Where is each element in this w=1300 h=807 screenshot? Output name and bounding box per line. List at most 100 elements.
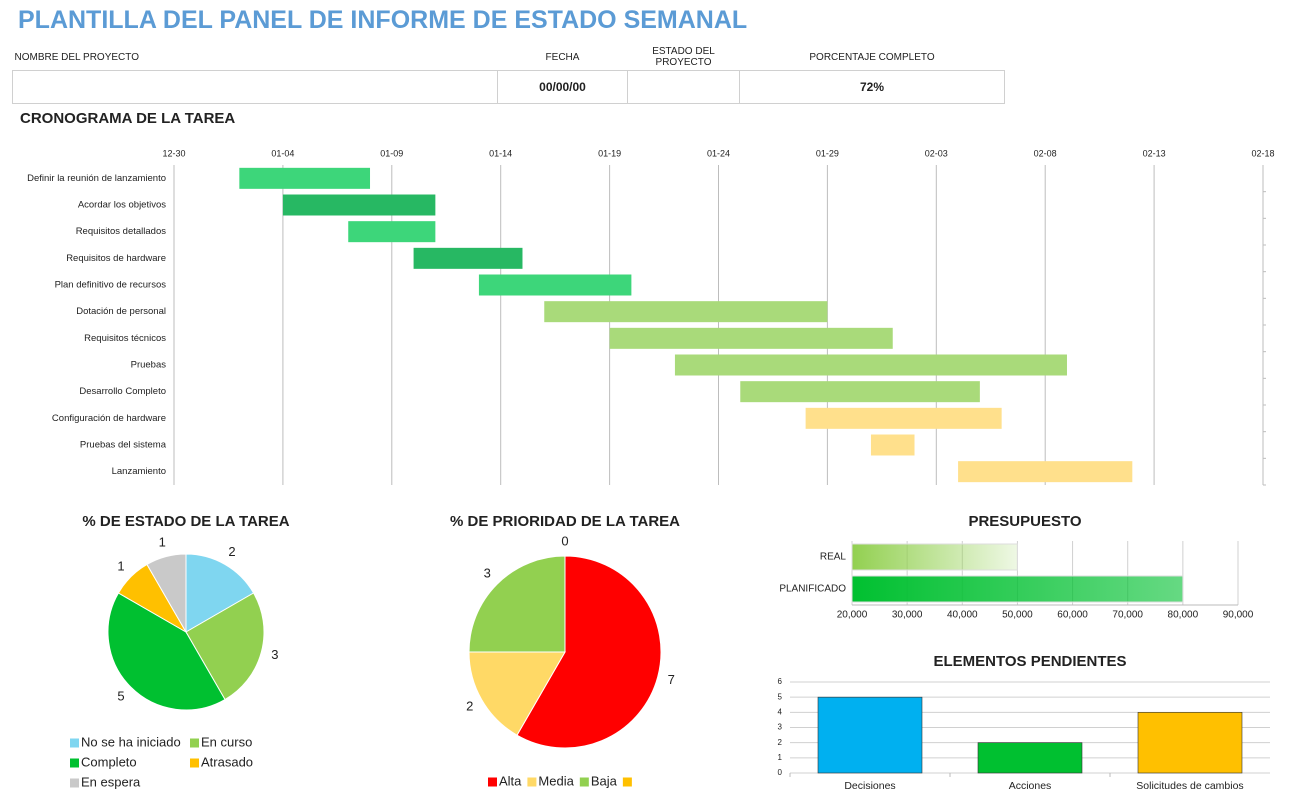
x-tick-label: Solicitudes de cambios xyxy=(1136,780,1243,792)
pie-slice xyxy=(185,592,265,701)
task-label: Requisitos detallados xyxy=(76,226,167,237)
bar xyxy=(1137,712,1243,774)
legend-swatch xyxy=(488,777,497,787)
y-tick-label: 0 xyxy=(778,768,783,777)
bar xyxy=(851,543,1018,571)
task-bar xyxy=(478,274,632,296)
chart-title: CRONOGRAMA DE LA TAREA xyxy=(20,110,235,127)
task-bar xyxy=(282,194,436,216)
x-tick-label: 80,000 xyxy=(1168,610,1199,621)
x-tick-label: Acciones xyxy=(1009,780,1052,792)
task-bar xyxy=(740,381,980,403)
legend-swatch xyxy=(70,778,79,788)
x-tick-label: 60,000 xyxy=(1057,610,1088,621)
category-label: REAL xyxy=(820,552,847,563)
task-label: Pruebas xyxy=(131,360,167,371)
bar xyxy=(977,742,1083,774)
project-info: NOMBRE DEL PROYECTO FECHA ESTADO DEL PRO… xyxy=(12,44,1005,104)
bar xyxy=(817,696,923,774)
pie-slice xyxy=(107,592,226,711)
x-tick-label: 01-24 xyxy=(707,148,730,158)
y-tick-label: 1 xyxy=(778,753,783,762)
x-tick-label: 02-08 xyxy=(1034,148,1057,158)
legend-swatch xyxy=(70,758,79,768)
x-tick-label: 01-19 xyxy=(598,148,621,158)
task-label: Configuración de hardware xyxy=(52,413,166,424)
y-tick-label: 6 xyxy=(778,677,783,686)
x-tick-label: 02-18 xyxy=(1251,148,1274,158)
x-tick-label: 01-29 xyxy=(816,148,839,158)
chart-title: ELEMENTOS PENDIENTES xyxy=(933,653,1126,670)
data-label: 3 xyxy=(271,647,278,662)
task-label: Requisitos técnicos xyxy=(84,333,166,344)
data-label: 2 xyxy=(466,698,473,713)
task-bar xyxy=(348,221,436,243)
task-label: Acordar los objetivos xyxy=(78,200,166,211)
cell xyxy=(627,70,740,104)
legend-swatch xyxy=(190,758,199,768)
column-header: ESTADO DEL PROYECTO xyxy=(652,46,715,68)
page-title: PLANTILLA DEL PANEL DE INFORME DE ESTADO… xyxy=(18,6,748,34)
x-tick-label: 20,000 xyxy=(837,610,868,621)
y-tick-label: 5 xyxy=(778,692,783,701)
x-tick-label: 90,000 xyxy=(1223,610,1254,621)
legend-label: Atrasado xyxy=(201,754,253,769)
bar xyxy=(851,575,1184,603)
task-bar xyxy=(674,354,1067,376)
column-header: PORCENTAJE COMPLETO xyxy=(809,51,935,63)
x-tick-label: 01-04 xyxy=(271,148,294,158)
task-bar xyxy=(609,327,893,349)
task-label: Plan definitivo de recursos xyxy=(55,280,167,291)
chart-title: % DE ESTADO DE LA TAREA xyxy=(82,513,289,530)
cell: 72% xyxy=(739,70,1005,104)
data-label: 1 xyxy=(117,558,124,573)
x-tick-label: Decisiones xyxy=(844,780,895,792)
task-label: Dotación de personal xyxy=(76,306,166,317)
task-label: Desarrollo Completo xyxy=(79,386,166,397)
x-tick-label: 01-14 xyxy=(489,148,512,158)
data-label: 0 xyxy=(561,533,568,548)
legend-label: Completo xyxy=(81,754,137,769)
pie-slice xyxy=(468,651,566,736)
legend-label: Baja xyxy=(591,773,618,788)
task-bar xyxy=(870,434,915,456)
x-tick-label: 50,000 xyxy=(1002,610,1033,621)
x-tick-label: 70,000 xyxy=(1112,610,1143,621)
x-tick-label: 02-03 xyxy=(925,148,948,158)
task-label: Pruebas del sistema xyxy=(80,440,167,451)
x-tick-label: 02-13 xyxy=(1143,148,1166,158)
x-tick-label: 30,000 xyxy=(892,610,923,621)
y-tick-label: 3 xyxy=(778,723,783,732)
legend-swatch xyxy=(70,738,79,748)
task-bar xyxy=(805,407,1002,429)
task-label: Requisitos de hardware xyxy=(66,253,166,264)
legend-label: Media xyxy=(538,773,574,788)
legend-label: Alta xyxy=(499,773,522,788)
data-label: 5 xyxy=(117,688,124,703)
data-label: 1 xyxy=(159,535,166,550)
legend-label: En espera xyxy=(81,774,141,789)
task-bar xyxy=(958,461,1133,483)
task-label: Lanzamiento xyxy=(112,466,166,477)
pie-slice xyxy=(468,555,566,653)
legend-swatch xyxy=(622,777,632,787)
category-label: PLANIFICADO xyxy=(779,584,846,595)
pie-slice xyxy=(185,553,255,633)
pie-slice xyxy=(146,553,187,634)
chart-title: % DE PRIORIDAD DE LA TAREA xyxy=(450,513,680,530)
task-bar xyxy=(413,247,523,269)
y-tick-label: 2 xyxy=(778,738,783,747)
legend-label: No se ha iniciado xyxy=(81,734,181,749)
pie-slice xyxy=(516,555,662,749)
column-header: NOMBRE DEL PROYECTO xyxy=(14,51,139,63)
data-label: 7 xyxy=(668,672,675,687)
data-label: 2 xyxy=(228,544,235,559)
legend-swatch xyxy=(579,777,589,787)
cell: 00/00/00 xyxy=(497,70,628,104)
task-bar xyxy=(544,301,828,323)
task-bar xyxy=(239,167,371,189)
legend-swatch xyxy=(527,777,537,787)
legend-label: En curso xyxy=(201,734,252,749)
y-tick-label: 4 xyxy=(778,707,783,716)
x-tick-label: 40,000 xyxy=(947,610,978,621)
